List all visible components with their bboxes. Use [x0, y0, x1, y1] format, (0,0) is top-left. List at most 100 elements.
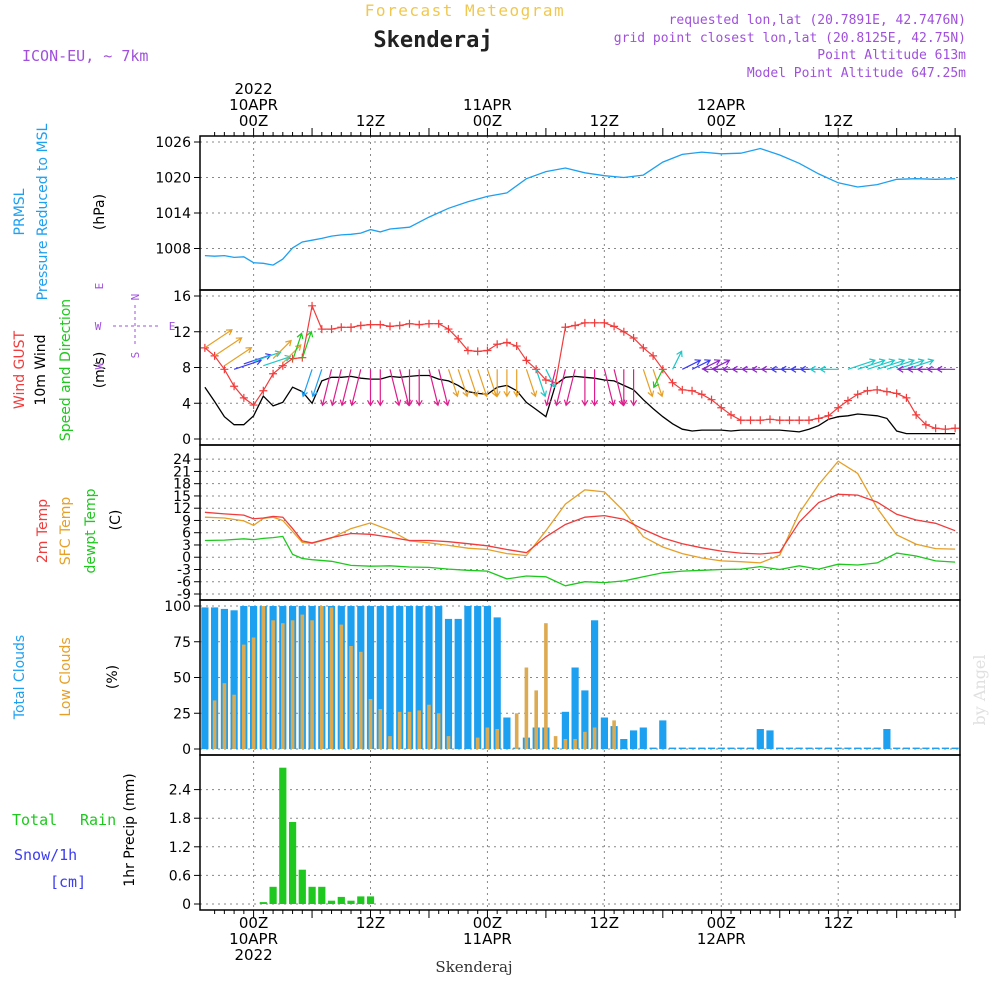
low-cloud-bar — [388, 736, 392, 749]
label-precip-unit: 1hr Precip (mm) — [122, 773, 138, 886]
y-tick-label: 8 — [182, 361, 191, 377]
wind-gust-marker — [814, 414, 823, 423]
rain-bar — [259, 902, 267, 904]
data-layer — [200, 147, 960, 904]
low-cloud-bar — [446, 736, 451, 749]
low-cloud-bar — [612, 720, 616, 749]
wind-gust-marker — [220, 365, 229, 374]
wind-direction-arrow — [415, 369, 423, 407]
label-sfc-temp: SFC Temp — [58, 497, 74, 566]
wind-gust-marker — [697, 390, 706, 399]
label-temp-unit: (C) — [108, 510, 124, 531]
label-low-clouds: Low Clouds — [58, 637, 74, 716]
y-tick-label: 12 — [173, 501, 191, 517]
low-cloud-bar — [544, 623, 548, 749]
wind-gust-marker — [473, 347, 482, 356]
x-label-top: 12APR — [697, 96, 746, 114]
y-tick-label: 0 — [182, 550, 191, 566]
low-cloud-bar — [290, 620, 295, 749]
wind-direction-arrow — [603, 369, 616, 407]
rain-bar — [298, 869, 306, 904]
wind-direction-arrow — [630, 369, 638, 407]
wind-gust-marker — [619, 327, 628, 336]
label-total: Total — [12, 811, 57, 829]
rain-bar — [269, 886, 277, 904]
low-cloud-bar — [427, 704, 431, 749]
wind-direction-arrow — [503, 369, 511, 398]
model-label: ICON-EU, ~ 7km — [22, 47, 148, 65]
low-cloud-bar — [475, 737, 480, 749]
point-altitude: Point Altitude 613m — [817, 48, 966, 63]
x-label-bottom: 00Z — [473, 914, 502, 932]
y-tick-label: 15 — [173, 489, 191, 505]
wind-gust-marker — [454, 334, 463, 343]
wind-direction-arrow — [652, 369, 664, 398]
x-label-bottom: 12Z — [824, 914, 853, 932]
y-tick-label: 1.8 — [169, 811, 191, 827]
wind-gust-marker — [756, 416, 765, 425]
wind-direction-arrow — [438, 369, 450, 407]
wind-direction-arrow — [554, 369, 566, 407]
wind-direction-arrow — [263, 354, 292, 367]
y-tick-label: 0 — [182, 432, 191, 448]
rain-bar — [327, 900, 336, 904]
rain-bar — [357, 896, 365, 904]
label-snow: Snow/1h — [14, 846, 77, 864]
location-title: Skenderaj — [373, 28, 492, 53]
label-10m-wind: 10m Wind — [33, 334, 49, 405]
wind-direction-arrow — [535, 369, 547, 398]
total-cloud-bar — [425, 606, 433, 749]
total-cloud-bar — [415, 606, 423, 749]
wind-gust-marker — [736, 416, 745, 425]
wind-gust-marker — [571, 321, 580, 330]
wind-direction-arrow — [682, 359, 702, 370]
wind-direction-arrow — [691, 359, 712, 370]
wind-direction-arrow — [544, 369, 557, 407]
x-label-bottom: 12Z — [356, 914, 385, 932]
label-wind-gust: Wind GUST — [12, 330, 28, 409]
low-cloud-bar — [417, 710, 421, 749]
compass-w: W — [93, 362, 106, 369]
total-cloud-bar — [883, 729, 891, 749]
low-cloud-bar — [485, 727, 490, 749]
total-cloud-bar — [620, 739, 628, 749]
footer-location: Skenderaj — [435, 958, 512, 976]
compass-n: N — [129, 294, 142, 301]
wind-gust-marker — [775, 416, 784, 425]
wind-compass: W E — [93, 283, 106, 370]
x-label-top: 11APR — [463, 96, 512, 114]
total-cloud-bar — [630, 730, 638, 749]
total-cloud-bar — [561, 711, 569, 749]
x-label-top: 00Z — [707, 112, 736, 130]
total-cloud-bar — [707, 747, 716, 749]
wind-direction-arrow — [349, 369, 362, 407]
wind-gust-marker — [649, 351, 658, 360]
compass-s: S — [129, 352, 142, 359]
total-cloud-bar — [639, 727, 647, 749]
x-label-top: 12Z — [356, 112, 385, 130]
wind-gust-marker — [200, 343, 209, 352]
wind-gust-marker — [951, 424, 960, 433]
total-cloud-bar — [756, 729, 764, 749]
y-tick-label: 1020 — [155, 171, 191, 187]
compass-e-side: E — [169, 320, 176, 333]
low-cloud-bar — [573, 739, 577, 749]
wind-direction-arrow — [310, 369, 323, 398]
wind-direction-arrow — [477, 369, 489, 398]
total-cloud-bar — [844, 747, 852, 749]
wind-gust-marker — [639, 343, 648, 352]
wind-direction-arrow — [447, 369, 460, 398]
wind-gust-marker — [522, 356, 531, 365]
x-label-top: 00Z — [473, 112, 502, 130]
x-label-bottom: 00Z — [707, 914, 736, 932]
wind-gust-marker — [892, 389, 901, 398]
label-rain: Rain — [80, 811, 116, 829]
wind-gust-marker — [668, 378, 677, 387]
low-cloud-bar — [563, 739, 568, 749]
wind-direction-arrow — [563, 369, 576, 407]
wind-gust-marker — [580, 318, 589, 327]
low-cloud-bar — [368, 699, 373, 749]
wind-direction-arrow — [847, 358, 876, 370]
wind-gust-marker — [483, 346, 492, 355]
label-snow-unit: [cm] — [50, 873, 86, 891]
